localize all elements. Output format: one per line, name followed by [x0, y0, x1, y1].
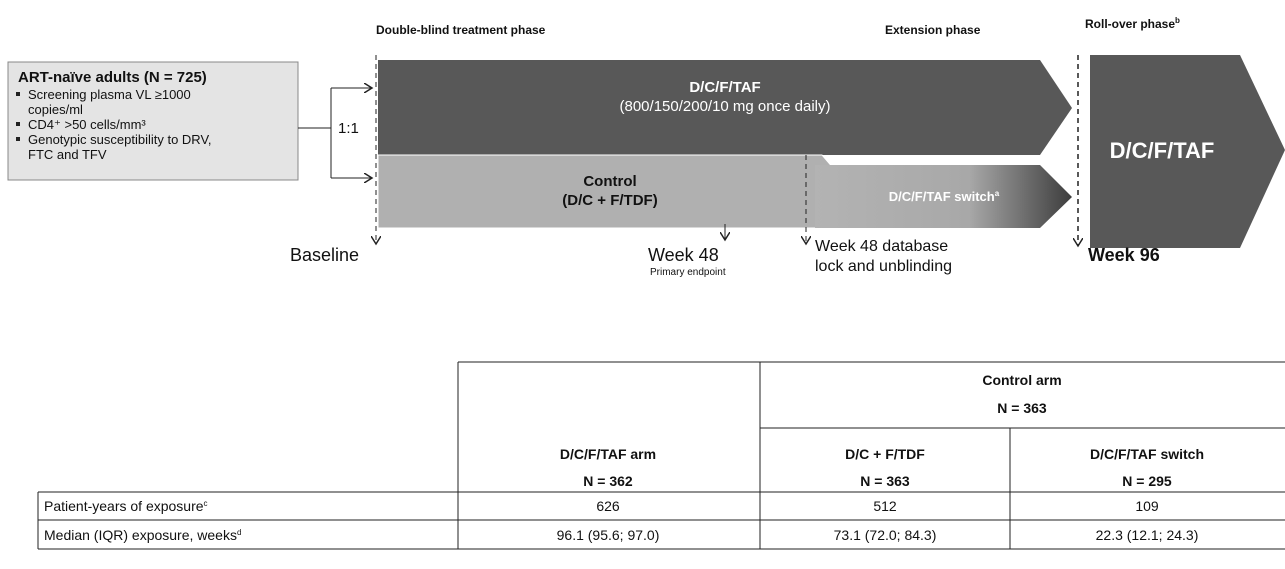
bullet-text: FTC and TFV — [28, 147, 107, 162]
timepoint-label: lock and unblinding — [815, 258, 952, 275]
arm-name: D/C/F/TAF switcha — [889, 189, 1000, 204]
arm-arrow — [1090, 55, 1285, 248]
bullet-text: Genotypic susceptibility to DRV, — [28, 132, 212, 147]
column-header: D/C/F/TAF switch — [1090, 446, 1204, 462]
bullet-text: Screening plasma VL ≥1000 — [28, 87, 191, 102]
timepoint-label: Baseline — [290, 245, 359, 265]
arm-name: Control — [583, 173, 636, 190]
table-body: D/C/F/TAF arm N = 362 D/C + F/TDF N = 363 D/… — [44, 446, 1204, 543]
row-label: Median (IQR) exposure, weeksd — [44, 527, 241, 543]
column-n: N = 295 — [1122, 473, 1172, 489]
column-group: Control arm — [982, 372, 1061, 388]
population-box — [7, 61, 299, 181]
column-group-n: N = 363 — [997, 400, 1047, 416]
timepoint-label: Week 48 — [648, 245, 719, 265]
bullet-text: CD4⁺ >50 cells/mm³ — [28, 117, 146, 132]
arm-name: D/C/F/TAF — [1110, 138, 1215, 163]
column-header: D/C/F/TAF arm — [560, 446, 656, 462]
table-cell: 96.1 (95.6; 97.0) — [557, 527, 660, 543]
arm-arrow — [378, 60, 1072, 155]
arm-arrow — [815, 165, 1072, 228]
arm-name: D/C/F/TAF — [689, 79, 760, 96]
column-header: D/C + F/TDF — [845, 446, 925, 462]
column-n: N = 363 — [860, 473, 910, 489]
table-cell: 73.1 (72.0; 84.3) — [834, 527, 937, 543]
table-cell: 512 — [873, 498, 897, 514]
table-cell: 626 — [596, 498, 620, 514]
table-cell: 22.3 (12.1; 24.3) — [1096, 527, 1199, 543]
arm-regimen: (D/C + F/TDF) — [562, 192, 657, 209]
bullet-marker — [16, 137, 20, 141]
phase-label: Roll-over phaseb — [1085, 16, 1180, 31]
timepoint-label: Week 96 — [1088, 245, 1160, 265]
population-title: ART-naïve adults (N = 725) — [18, 69, 207, 86]
timepoint-note: Primary endpoint — [650, 267, 726, 278]
bullet-marker — [16, 92, 20, 96]
table-cell: 109 — [1135, 498, 1159, 514]
arm-dose: (800/150/200/10 mg once daily) — [620, 98, 831, 115]
randomization: 1:1 — [338, 120, 359, 137]
row-label: Patient-years of exposurec — [44, 498, 208, 514]
phase-label: Extension phase — [885, 23, 981, 37]
phase-label: Double-blind treatment phase — [376, 23, 546, 37]
bullet-text: copies/ml — [28, 102, 83, 117]
bullet-marker — [16, 122, 20, 126]
timepoint-label: Week 48 database — [815, 238, 948, 255]
column-n: N = 362 — [583, 473, 633, 489]
